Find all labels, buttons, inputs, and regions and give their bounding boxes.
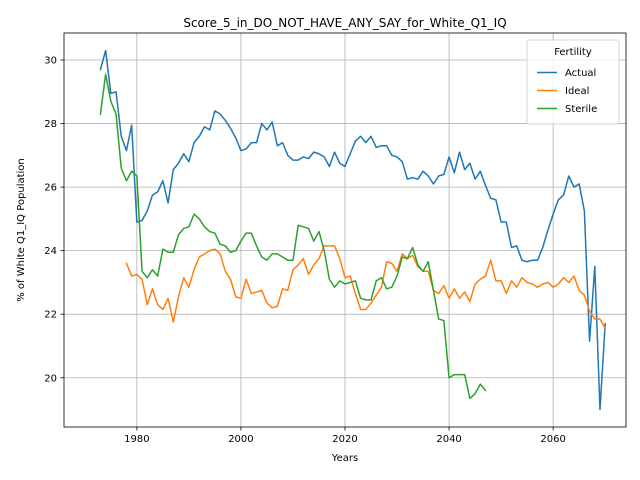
legend: Fertility Actual Ideal Sterile bbox=[526, 39, 620, 125]
x-axis-label: Years bbox=[331, 453, 358, 464]
y-tick-label: 28 bbox=[44, 119, 57, 130]
y-tick-label: 30 bbox=[44, 56, 57, 67]
x-tick-label: 2020 bbox=[332, 434, 357, 445]
legend-title: Fertility bbox=[554, 47, 592, 58]
y-axis-label: % of White Q1_IQ Population bbox=[16, 158, 27, 302]
series-line-ideal bbox=[125, 245, 607, 330]
x-tick-label: 2000 bbox=[228, 434, 253, 445]
y-tick-label: 26 bbox=[44, 183, 57, 194]
x-axis-ticks: 1980 2000 2020 2040 2060 bbox=[124, 427, 566, 445]
legend-box bbox=[526, 39, 620, 125]
x-tick-label: 2060 bbox=[540, 434, 565, 445]
x-tick-label: 2040 bbox=[436, 434, 461, 445]
y-tick-label: 24 bbox=[44, 246, 57, 257]
y-tick-label: 22 bbox=[44, 310, 57, 321]
x-tick-label: 1980 bbox=[124, 434, 149, 445]
legend-entry-sterile: Sterile bbox=[565, 104, 597, 115]
series-lines bbox=[99, 49, 607, 411]
legend-entry-ideal: Ideal bbox=[565, 86, 589, 97]
legend-entry-actual: Actual bbox=[565, 68, 596, 79]
series-line-actual bbox=[99, 49, 606, 411]
y-axis-ticks: 20 22 24 26 28 30 bbox=[44, 56, 64, 384]
y-tick-label: 20 bbox=[44, 373, 57, 384]
chart-title: Score_5_in_DO_NOT_HAVE_ANY_SAY_for_White… bbox=[183, 16, 506, 30]
series-line-sterile bbox=[99, 73, 487, 400]
